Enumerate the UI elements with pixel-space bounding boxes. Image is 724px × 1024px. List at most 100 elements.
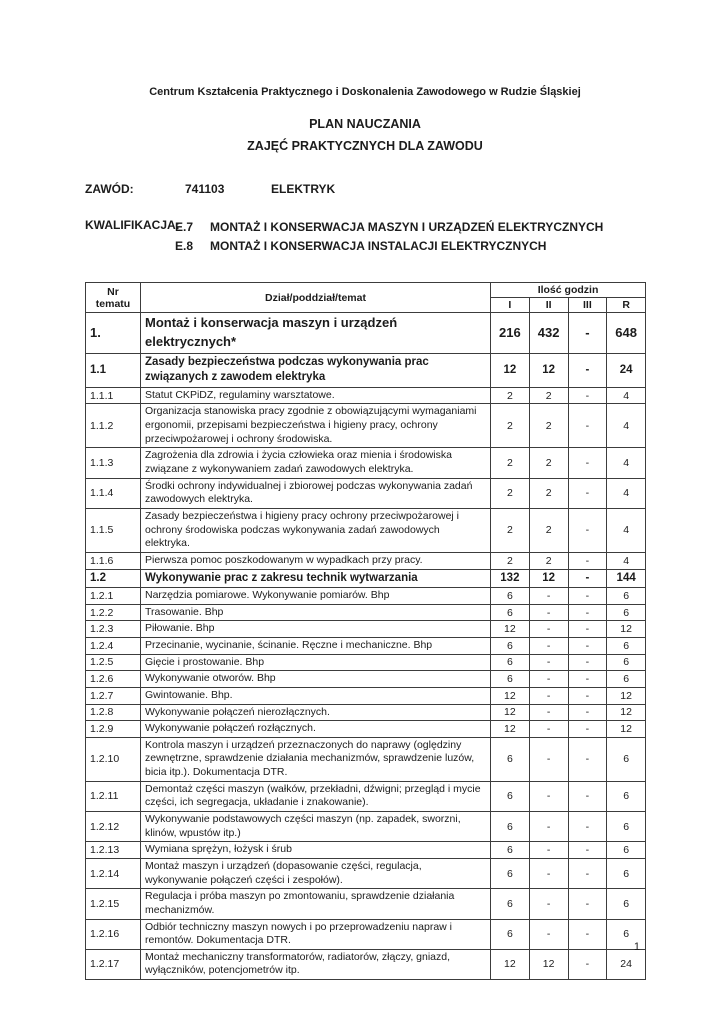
row-topic-cell: Kontrola maszyn i urządzeń przeznaczonyc… [140, 736, 491, 782]
table-row: 1.2.13 Wymiana sprężyn, łożysk i śrub 6 … [85, 841, 647, 859]
row-hours-r-cell: 6 [606, 636, 647, 655]
row-topic-cell: Wykonywanie połączeń rozłącznych. [140, 720, 491, 738]
row-hours-2-cell: 2 [528, 477, 569, 509]
row-number-cell: 1.2.15 [85, 888, 141, 920]
row-hours-r-cell: 12 [606, 686, 647, 705]
row-topic-cell: Wymiana sprężyn, łożysk i śrub [140, 841, 491, 859]
row-hours-r-cell: 6 [606, 736, 647, 782]
row-hours-2-cell: 12 [528, 948, 569, 981]
row-hours-2-cell: 2 [528, 447, 569, 479]
column-header-hours-r: R [606, 297, 647, 314]
table-row: 1.2.14 Montaż maszyn i urządzeń (dopasow… [85, 857, 647, 890]
row-hours-r-cell: 6 [606, 603, 647, 622]
row-hours-2-cell: - [528, 670, 569, 688]
row-hours-r-cell: 6 [606, 841, 647, 859]
document-title-line2: ZAJĘĆ PRAKTYCZNYCH DLA ZAWODU [247, 138, 483, 153]
row-topic-cell: Zagrożenia dla zdrowia i życia człowieka… [140, 447, 491, 479]
row-hours-2-cell: - [528, 888, 569, 920]
row-hours-2-cell: 12 [528, 352, 569, 388]
row-topic-cell: Wykonywanie prac z zakresu technik wytwa… [140, 568, 491, 589]
row-number-cell: 1.1.4 [85, 477, 141, 509]
table-row: 1.1.1 Statut CKPiDZ, regulaminy warsztat… [85, 386, 647, 405]
row-hours-r-cell: 4 [606, 477, 647, 509]
row-topic-cell: Piłowanie. Bhp [140, 620, 491, 638]
row-hours-r-cell: 4 [606, 403, 647, 449]
row-number-cell: 1.2.1 [85, 587, 141, 605]
row-hours-3-cell: - [567, 948, 608, 981]
row-topic-cell: Pierwsza pomoc poszkodowanym w wypadkach… [140, 551, 491, 570]
table-row: 1.1.6 Pierwsza pomoc poszkodowanym w wyp… [85, 551, 647, 570]
row-hours-2-cell: - [528, 603, 569, 622]
row-hours-2-cell: 2 [528, 386, 569, 405]
row-topic-cell: Narzędzia pomiarowe. Wykonywanie pomiaró… [140, 587, 491, 605]
row-hours-3-cell: - [567, 888, 608, 920]
row-number-cell: 1.2.16 [85, 918, 141, 950]
table-row: 1.2.3 Piłowanie. Bhp 12 - - 12 [85, 620, 647, 638]
row-hours-1-cell: 6 [490, 888, 530, 920]
row-hours-1-cell: 2 [490, 447, 530, 479]
row-hours-r-cell: 12 [606, 720, 647, 738]
row-hours-1-cell: 6 [490, 670, 530, 688]
table-row: 1.2.6 Wykonywanie otworów. Bhp 6 - - 6 [85, 670, 647, 688]
row-hours-2-cell: - [528, 720, 569, 738]
table-row: 1.1.4 Środki ochrony indywidualnej i zbi… [85, 477, 647, 509]
row-topic-cell: Gięcie i prostowanie. Bhp [140, 653, 491, 672]
column-header-temat: Dział/poddział/temat [140, 282, 491, 314]
table-row: 1.2.7 Gwintowanie. Bhp. 12 - - 12 [85, 686, 647, 705]
row-hours-3-cell: - [567, 587, 608, 605]
page-number: 1 [633, 941, 640, 953]
table-row: 1.2.2 Trasowanie. Bhp 6 - - 6 [85, 603, 647, 622]
row-topic-cell: Zasady bezpieczeństwa podczas wykonywani… [140, 352, 491, 388]
row-number-cell: 1.2.7 [85, 686, 141, 705]
row-topic-cell: Organizacja stanowiska pracy zgodnie z o… [140, 403, 491, 449]
row-hours-3-cell: - [567, 403, 608, 449]
row-hours-1-cell: 216 [490, 312, 530, 354]
row-hours-r-cell: 6 [606, 811, 647, 843]
row-hours-2-cell: - [528, 736, 569, 782]
row-hours-3-cell: - [567, 603, 608, 622]
profession-label: ZAWÓD: [85, 181, 134, 196]
row-hours-1-cell: 6 [490, 811, 530, 843]
row-number-cell: 1.2 [85, 568, 141, 589]
row-hours-2-cell: - [528, 703, 569, 722]
table-header: Nr tematu Dział/poddział/temat Ilość god… [85, 282, 647, 314]
row-number-cell: 1.2.5 [85, 653, 141, 672]
row-hours-r-cell: 144 [606, 568, 647, 589]
row-hours-2-cell: - [528, 636, 569, 655]
row-topic-cell: Montaż i konserwacja maszyn i urządzeń e… [140, 312, 491, 354]
row-hours-3-cell: - [567, 312, 608, 354]
qualification-e8-code: E.8 [175, 238, 194, 253]
row-topic-cell: Demontaż części maszyn (wałków, przekład… [140, 780, 491, 813]
row-hours-r-cell: 6 [606, 780, 647, 813]
table-row: 1.2.11 Demontaż części maszyn (wałków, p… [85, 780, 647, 813]
table-row: 1.1.2 Organizacja stanowiska pracy zgodn… [85, 403, 647, 449]
row-topic-cell: Trasowanie. Bhp [140, 603, 491, 622]
row-hours-r-cell: 6 [606, 670, 647, 688]
row-hours-1-cell: 6 [490, 857, 530, 890]
row-hours-2-cell: 2 [528, 507, 569, 553]
row-hours-1-cell: 2 [490, 386, 530, 405]
row-hours-1-cell: 2 [490, 477, 530, 509]
row-hours-3-cell: - [567, 857, 608, 890]
row-hours-r-cell: 4 [606, 551, 647, 570]
row-topic-cell: Środki ochrony indywidualnej i zbiorowej… [140, 477, 491, 509]
row-topic-cell: Odbiór techniczny maszyn nowych i po prz… [140, 918, 491, 950]
row-hours-r-cell: 12 [606, 620, 647, 638]
row-hours-1-cell: 2 [490, 403, 530, 449]
row-hours-3-cell: - [567, 653, 608, 672]
column-header-hours-3: III [567, 297, 608, 314]
row-hours-2-cell: 2 [528, 551, 569, 570]
row-topic-cell: Regulacja i próba maszyn po zmontowaniu,… [140, 888, 491, 920]
row-number-cell: 1.2.13 [85, 841, 141, 859]
table-row: 1.2.15 Regulacja i próba maszyn po zmont… [85, 888, 647, 920]
row-number-cell: 1.1.6 [85, 551, 141, 570]
row-hours-2-cell: - [528, 841, 569, 859]
row-number-cell: 1.2.2 [85, 603, 141, 622]
row-hours-r-cell: 6 [606, 918, 647, 950]
row-hours-3-cell: - [567, 736, 608, 782]
row-hours-3-cell: - [567, 811, 608, 843]
row-hours-r-cell: 648 [606, 312, 647, 354]
row-hours-r-cell: 4 [606, 507, 647, 553]
row-hours-2-cell: - [528, 811, 569, 843]
row-hours-r-cell: 6 [606, 587, 647, 605]
